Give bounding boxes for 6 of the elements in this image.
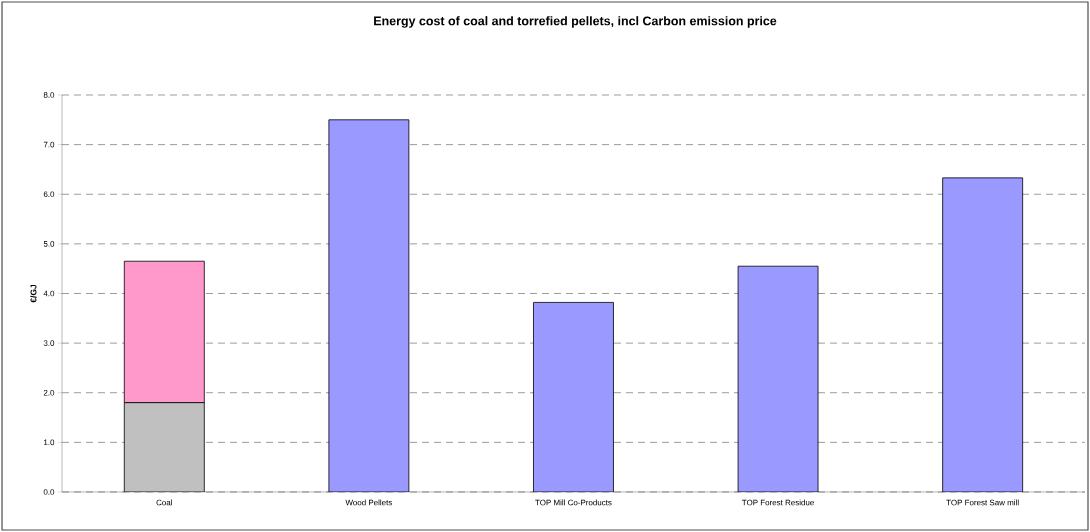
chart-title: Energy cost of coal and torrefied pellets, incl Carbon emission price	[374, 16, 777, 28]
bar	[533, 302, 614, 492]
bar	[737, 265, 819, 492]
bar	[942, 177, 1024, 492]
y-axis-title: €/GJ	[30, 284, 37, 303]
bar	[328, 119, 410, 492]
